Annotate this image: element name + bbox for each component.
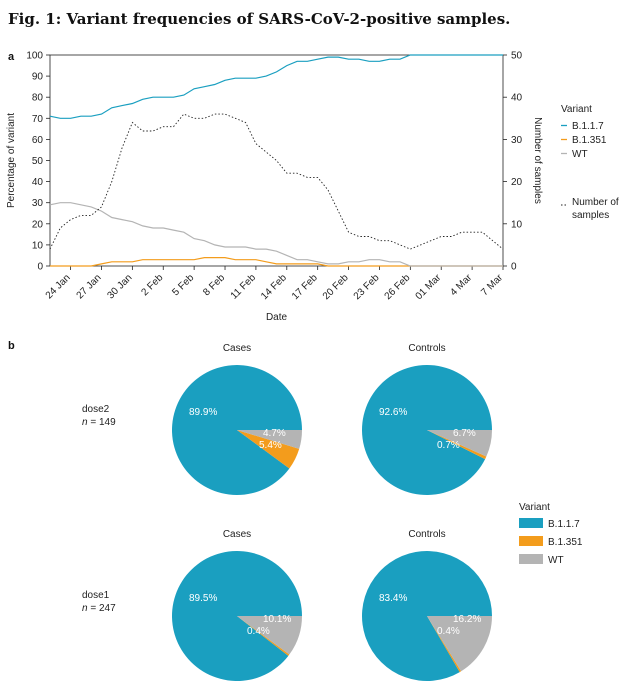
legend-swatch [519,518,543,528]
x-tick-label: 14 Feb [259,272,289,302]
x-tick-label: 23 Feb [352,272,382,302]
legend-title: Variant [561,104,592,115]
column-title: Controls [408,529,445,540]
panel-a-label: a [8,51,15,63]
pie-slice-label: 4.7% [263,428,286,439]
y-axis-label: Percentage of variant [6,113,17,208]
row-sample-size: n = 149 [82,417,116,428]
pie-slice-wt [237,616,303,655]
y2-tick-label: 0 [511,262,517,273]
series-line-b-1-1-7 [49,54,503,119]
x-tick-label: 2 Feb [140,272,166,298]
series-line-number-of-samples [49,113,504,250]
x-tick-label: 01 Mar [414,272,444,302]
y2-tick-label: 30 [511,135,523,146]
x-tick-label: 26 Feb [383,272,413,302]
x-tick-label: 5 Feb [170,272,196,298]
column-title: Controls [408,343,445,354]
legend-label: B.1.1.7 [572,121,604,132]
pie-slice-label: 83.4% [379,593,407,604]
pie-slice-label: 92.6% [379,407,407,418]
y2-axis-label: Number of samples [532,117,543,204]
pie-chart-panel-b: Cases Cases Controls Controls dose2 n = 149 89… [82,343,583,682]
pie-slice-b-1-1-7 [172,551,302,682]
y-tick-label: 60 [32,135,44,146]
y2-tick-label: 20 [511,177,523,188]
x-tick-label: 24 Jan [44,272,73,301]
legend-label: B.1.1.7 [548,519,580,530]
row-label: dose1 [82,590,110,601]
x-tick-label: 27 Jan [75,272,104,301]
pie-slice-b-1-1-7 [362,364,492,495]
x-tick-label: 11 Feb [229,272,259,302]
figure-title: Fig. 1: Variant frequencies of SARS-CoV-… [8,10,511,28]
x-tick-label: 4 Mar [448,272,474,298]
pie-slice-label: 5.4% [259,440,282,451]
y-tick-label: 80 [32,93,44,104]
pie-slice-label: 89.5% [189,593,217,604]
pie-slice-label: 16.2% [453,614,481,625]
series-line-wt [49,202,503,267]
y2-tick-label: 40 [511,93,523,104]
y-tick-label: 20 [32,219,44,230]
y2-tick-label: 10 [511,219,523,230]
pie-slice-b-1-351 [427,430,487,460]
legend-swatch [519,536,543,546]
pie-slice-label: 0.4% [247,626,270,637]
column-title: Cases [223,529,251,540]
legend-label: B.1.351 [548,537,583,548]
column-title: Cases [223,343,251,354]
plot-frame [49,54,504,267]
x-axis-label: Date [266,312,288,323]
y-tick-label: 50 [32,156,44,167]
x-tick-label: 30 Jan [105,272,134,301]
pie-slice-label: 10.1% [263,614,291,625]
legend-title: Variant [519,502,550,513]
pie-slice-wt [427,616,492,672]
pie-slice-b-1-351 [237,430,300,469]
y2-tick-label: 50 [511,51,523,62]
series-line-b-1-351 [50,257,503,267]
x-tick-label: 20 Feb [321,272,351,302]
y-tick-label: 40 [32,177,44,188]
legend-label: Number of [572,197,619,208]
pie-slice-label: 6.7% [453,428,476,439]
y-tick-label: 0 [37,262,43,273]
legend-label: WT [548,555,564,566]
row-sample-size: n = 247 [82,603,116,614]
y-tick-label: 30 [32,198,44,209]
legend-label: WT [572,149,588,160]
pie-slice-b-1-351 [237,616,290,656]
pie-slice-b-1-351 [427,616,462,673]
x-tick-label: 8 Feb [201,272,227,298]
y-tick-label: 100 [26,51,43,62]
row-label: dose2 [82,404,110,415]
pie-slice-wt [237,430,302,449]
legend-label: samples [572,210,609,221]
legend-label: B.1.351 [572,135,607,146]
pie-slice-b-1-1-7 [361,551,492,682]
y-tick-label: 70 [32,114,44,125]
y-tick-label: 90 [32,72,44,83]
pie-slice-label: 89.9% [189,407,217,418]
pie-slice-label: 0.4% [437,626,460,637]
pie-slice-b-1-1-7 [172,365,302,496]
y-tick-label: 10 [32,240,44,251]
x-tick-label: 17 Feb [290,272,320,302]
x-tick-label: 7 Mar [479,272,505,298]
legend-swatch [519,554,543,564]
pie-slice-label: 0.7% [437,440,460,451]
pie-slice-wt [427,430,492,457]
panel-b-label: b [8,340,15,352]
